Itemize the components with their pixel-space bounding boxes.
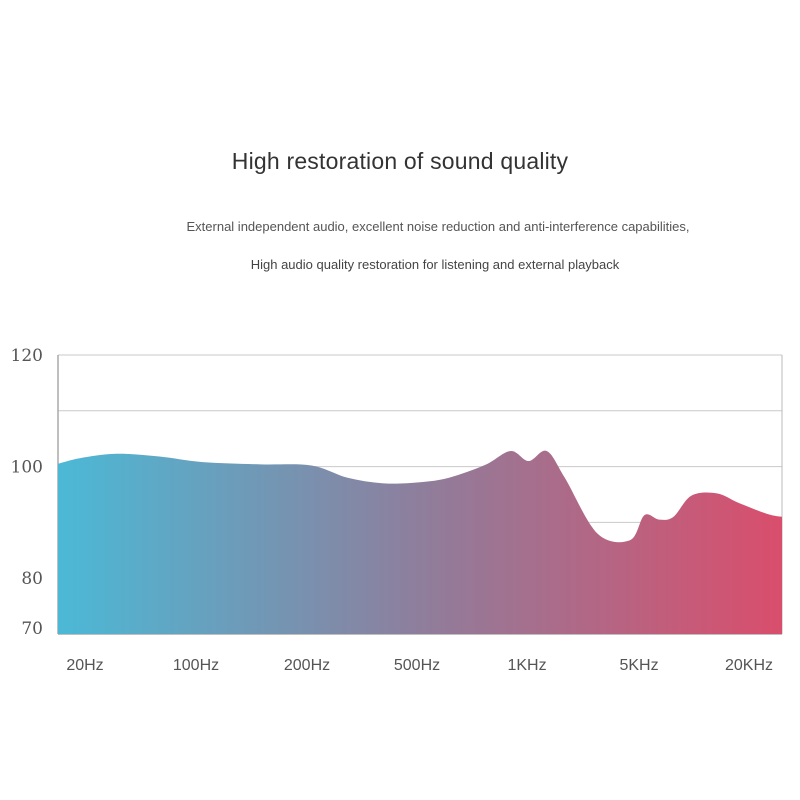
x-tick-200hz: 200Hz [284, 657, 330, 674]
y-tick-70: 70 [21, 619, 43, 639]
x-tick-100hz: 100Hz [173, 657, 219, 674]
x-tick-20khz: 20KHz [725, 657, 773, 674]
subtitle-line-1: External independent audio, excellent no… [186, 219, 690, 234]
x-axis-ticks: 20Hz 100Hz 200Hz 500Hz 1KHz 5KHz 20KHz [66, 657, 773, 674]
page-title: High restoration of sound quality [231, 148, 569, 174]
x-tick-20hz: 20Hz [66, 657, 103, 674]
y-tick-100: 100 [11, 458, 43, 478]
x-tick-1khz: 1KHz [507, 657, 546, 674]
y-tick-80: 80 [21, 569, 43, 589]
y-axis-ticks: 120 100 80 70 [11, 346, 43, 639]
x-tick-5khz: 5KHz [619, 657, 658, 674]
x-tick-500hz: 500Hz [394, 657, 440, 674]
y-tick-120: 120 [11, 346, 43, 366]
response-area [58, 450, 782, 634]
subtitle-line-2: High audio quality restoration for liste… [250, 257, 620, 272]
